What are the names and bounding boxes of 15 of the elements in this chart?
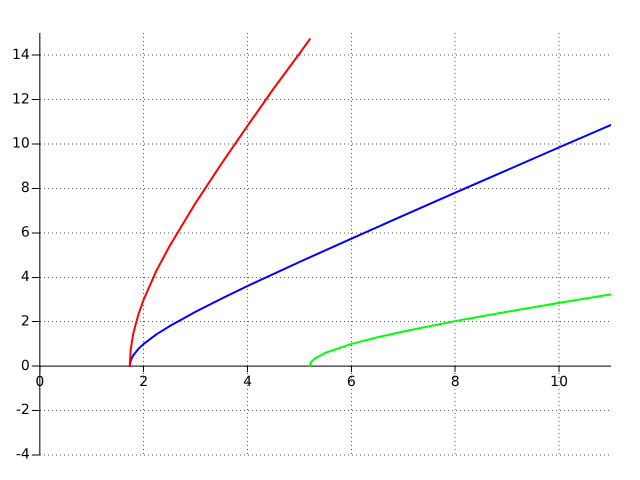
- y-tick-label: 0: [20, 358, 30, 374]
- y-tick-label: 10: [12, 136, 30, 152]
- x-tick-label: 6: [346, 374, 356, 390]
- y-tick-label: -2: [16, 402, 30, 418]
- y-tick-label: 2: [20, 313, 30, 330]
- y-tick-label: -4: [16, 446, 30, 463]
- x-tick-label: 4: [243, 374, 252, 390]
- y-tick-label: 6: [20, 224, 30, 241]
- y-tick-label: 12: [12, 91, 30, 108]
- x-tick-label: 2: [139, 374, 148, 390]
- y-tick-label: 4: [20, 268, 30, 285]
- x-tick-label: 10: [550, 374, 568, 390]
- x-tick-label: 8: [450, 374, 460, 390]
- y-tick-label: 8: [20, 180, 30, 196]
- y-tick-label: 14: [12, 46, 30, 63]
